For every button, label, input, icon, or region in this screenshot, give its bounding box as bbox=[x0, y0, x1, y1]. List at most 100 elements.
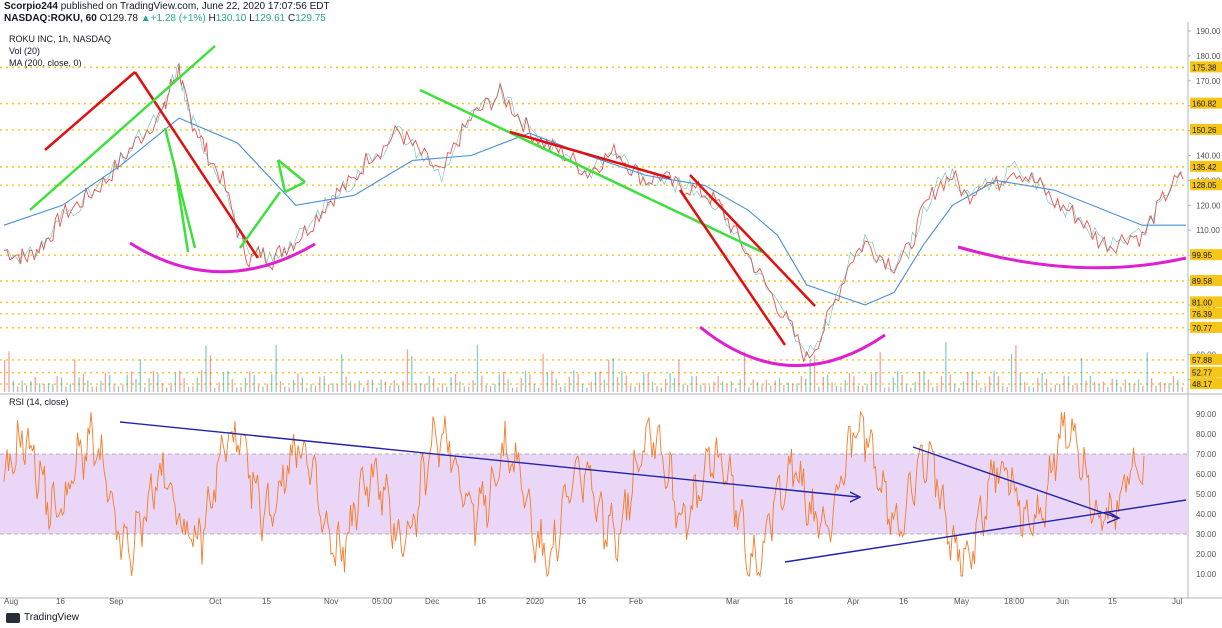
volume-bar bbox=[1076, 383, 1078, 392]
time-tick-label: 16 bbox=[56, 597, 65, 606]
volume-bar bbox=[100, 380, 102, 392]
volume-bar bbox=[406, 349, 409, 392]
volume-bar bbox=[314, 385, 317, 392]
volume-bar bbox=[975, 379, 978, 392]
volume-bar bbox=[967, 371, 969, 392]
volume-bar bbox=[319, 376, 321, 392]
rsi-tick-label: 90.00 bbox=[1196, 410, 1217, 419]
rsi-legend[interactable]: RSI (14, close) bbox=[9, 397, 69, 407]
volume-bar bbox=[376, 387, 378, 392]
volume-bar bbox=[704, 383, 706, 392]
volume-bar bbox=[1041, 372, 1043, 392]
volume-bar bbox=[822, 376, 824, 392]
author-name[interactable]: Scorpio244 bbox=[4, 1, 58, 12]
volume-bar bbox=[997, 375, 1000, 392]
volume-bar bbox=[292, 379, 295, 392]
volume-bar bbox=[494, 384, 496, 392]
volume-bar bbox=[227, 370, 229, 392]
volume-bar bbox=[310, 384, 312, 392]
volume-bar bbox=[643, 373, 645, 392]
volume-bar bbox=[971, 371, 973, 392]
volume-bar bbox=[231, 378, 233, 392]
volume-bar bbox=[174, 373, 177, 392]
volume-bar bbox=[573, 370, 575, 392]
instrument-legend[interactable]: ROKU INC, 1h, NASDAQ bbox=[9, 34, 112, 44]
volume-bar bbox=[1155, 385, 1157, 392]
rsi-tick-label: 10.00 bbox=[1196, 570, 1217, 579]
volume-bar bbox=[362, 387, 365, 392]
volume-bar bbox=[503, 371, 505, 392]
tradingview-logo-icon bbox=[6, 612, 20, 623]
volume-bar bbox=[1137, 379, 1140, 392]
volume-bar bbox=[411, 356, 413, 392]
volume-bar bbox=[1133, 383, 1135, 392]
volume-bar bbox=[266, 383, 268, 392]
level-tag bbox=[1190, 378, 1222, 390]
volume-bar bbox=[713, 381, 715, 392]
volume-bar bbox=[284, 386, 286, 392]
level-label: 150.26 bbox=[1192, 126, 1217, 135]
volume-bar bbox=[135, 378, 137, 392]
volume-bar bbox=[910, 387, 912, 392]
volume-bar bbox=[748, 387, 750, 392]
volume-bar bbox=[358, 380, 360, 392]
volume-bar bbox=[1059, 384, 1061, 392]
volume-bar bbox=[95, 386, 98, 392]
volume-bar bbox=[792, 383, 794, 392]
volume-bar bbox=[564, 386, 566, 392]
volume-bar bbox=[419, 383, 422, 392]
footer: TradingView bbox=[6, 612, 79, 623]
volume-bar bbox=[56, 375, 58, 392]
volume-bar bbox=[279, 381, 282, 392]
volume-legend[interactable]: Vol (20) bbox=[9, 46, 41, 56]
green-trendline bbox=[419, 88, 763, 254]
arrow-head-icon bbox=[849, 491, 862, 503]
volume-bar bbox=[555, 378, 557, 392]
volume-bar bbox=[345, 376, 347, 392]
volume-bar bbox=[691, 376, 693, 392]
volume-bar bbox=[1050, 387, 1052, 392]
volume-bar bbox=[415, 383, 417, 392]
volume-bar bbox=[446, 387, 448, 392]
time-tick-label: Mar bbox=[726, 597, 740, 606]
volume-bar bbox=[542, 354, 544, 392]
level-tag bbox=[1190, 61, 1222, 73]
volume-bar bbox=[813, 355, 816, 392]
level-label: 81.00 bbox=[1192, 298, 1213, 307]
time-tick-label: Feb bbox=[629, 597, 643, 606]
level-tag bbox=[1190, 275, 1222, 287]
open-value: 129.78 bbox=[107, 13, 138, 24]
level-label: 57.88 bbox=[1192, 356, 1213, 365]
volume-bar bbox=[599, 371, 601, 392]
time-tick-label: 16 bbox=[784, 597, 793, 606]
volume-bar bbox=[117, 386, 120, 392]
volume-bar bbox=[472, 380, 474, 392]
volume-bar bbox=[271, 374, 273, 392]
publish-header: Scorpio244 published on TradingView.com,… bbox=[4, 1, 330, 13]
volume-bar bbox=[183, 378, 185, 392]
volume-bar bbox=[717, 376, 719, 392]
volume-bar bbox=[240, 386, 242, 392]
volume-bar bbox=[122, 384, 124, 392]
volume-bar bbox=[936, 385, 938, 392]
volume-bar bbox=[441, 383, 444, 392]
rsi-trendline bbox=[119, 421, 859, 498]
ohlc-line: NASDAQ:ROKU, 60 O129.78 ▲+1.28 (+1%) H13… bbox=[4, 13, 326, 25]
time-tick-label: Jun bbox=[1056, 597, 1069, 606]
volume-bar bbox=[870, 373, 873, 392]
level-tag bbox=[1190, 123, 1222, 135]
brand-label[interactable]: TradingView bbox=[24, 612, 80, 623]
time-tick-label: 15 bbox=[1108, 597, 1117, 606]
volume-bar bbox=[914, 381, 916, 392]
volume-bar bbox=[1024, 382, 1026, 392]
volume-bar bbox=[1054, 384, 1056, 392]
volume-bar bbox=[218, 382, 220, 392]
volume-bar bbox=[883, 387, 886, 392]
volume-bar bbox=[616, 377, 619, 392]
volume-bar bbox=[341, 354, 343, 392]
volume-bar bbox=[796, 383, 798, 392]
red-trendline bbox=[133, 71, 260, 259]
volume-bar bbox=[673, 377, 676, 392]
ma-legend[interactable]: MA (200, close, 0) bbox=[9, 58, 82, 68]
